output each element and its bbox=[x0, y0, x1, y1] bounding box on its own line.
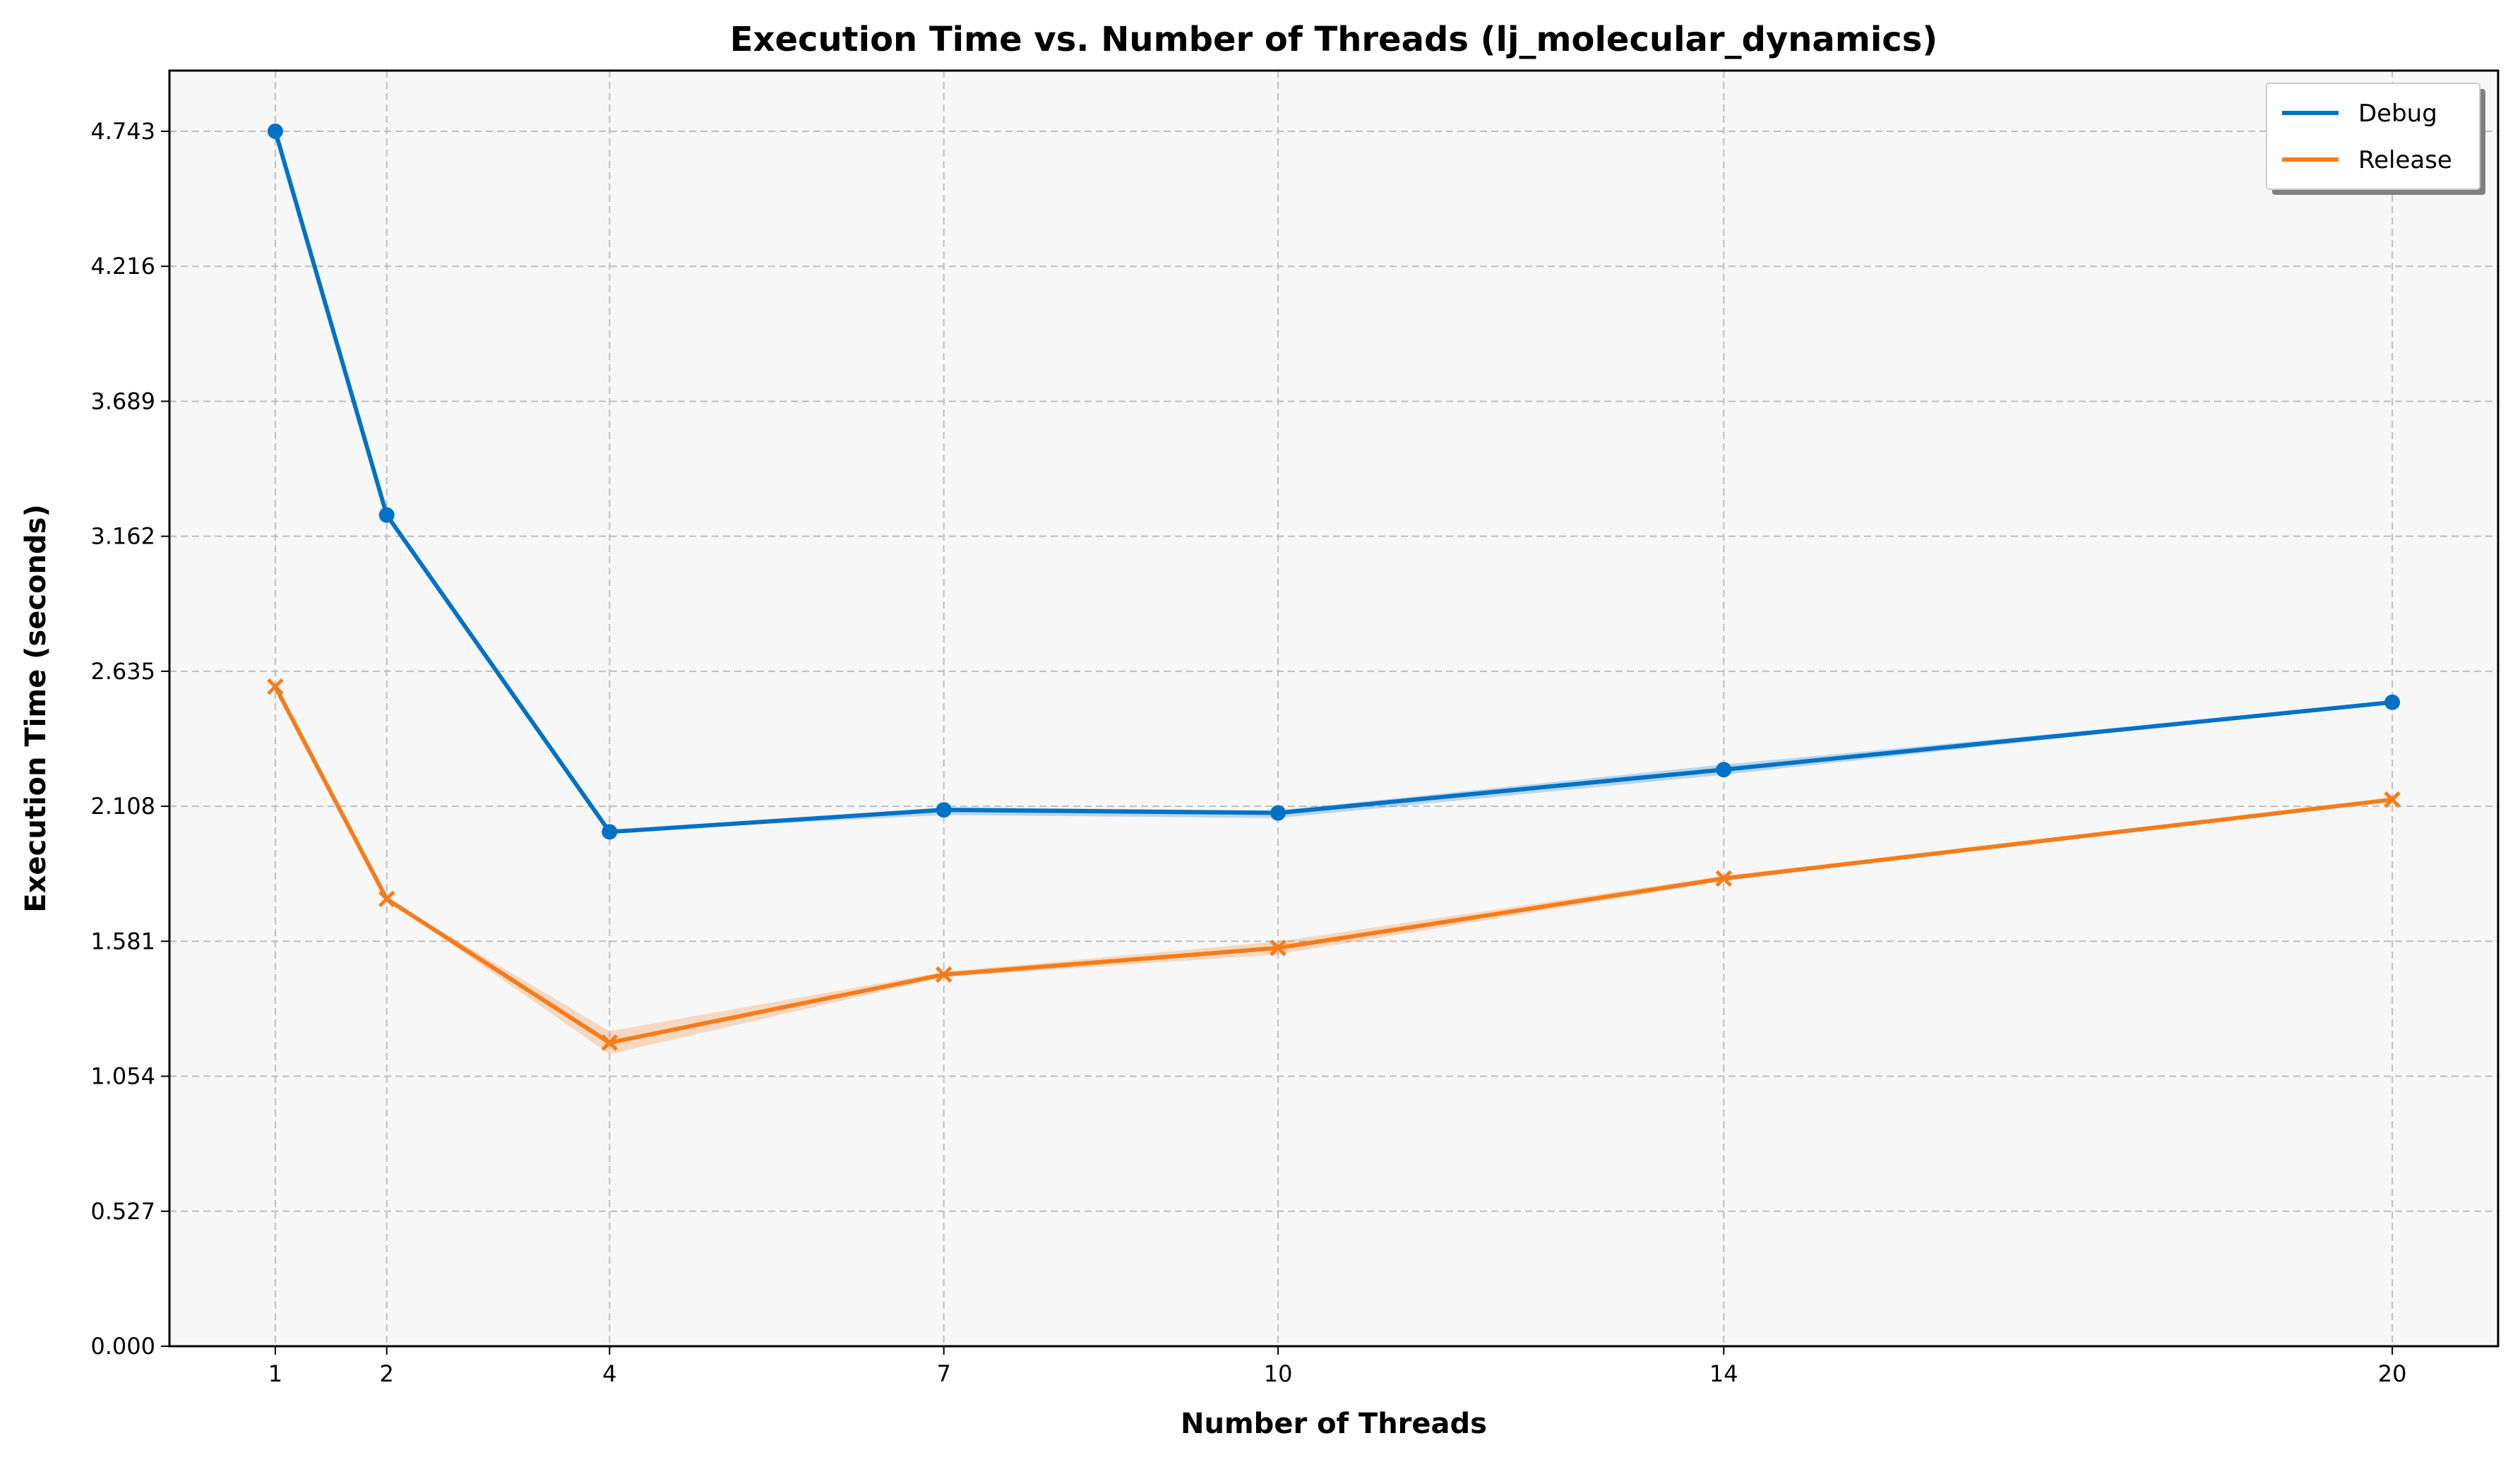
y-tick-label: 2.635 bbox=[90, 658, 155, 685]
y-tick-label: 3.162 bbox=[90, 523, 155, 550]
debug-point bbox=[2384, 694, 2401, 710]
axis-ticks: 1 2 4 7 10 14 20 0.000 0.527 1.054 1.581 2.108 2.635… bbox=[90, 118, 2406, 1387]
x-tick-label: 20 bbox=[2378, 1360, 2407, 1387]
plot-area bbox=[169, 71, 2498, 1346]
release-point bbox=[2384, 791, 2401, 808]
legend-label-release: Release bbox=[2358, 146, 2452, 174]
debug-point bbox=[936, 802, 952, 818]
y-tick-label: 1.054 bbox=[90, 1063, 155, 1090]
x-tick-label: 14 bbox=[1709, 1360, 1738, 1387]
x-tick-label: 1 bbox=[268, 1360, 282, 1387]
y-tick-label: 0.527 bbox=[90, 1198, 155, 1225]
chart-title: Execution Time vs. Number of Threads (lj… bbox=[730, 20, 1938, 59]
release-point bbox=[935, 966, 953, 983]
y-tick-label: 4.743 bbox=[90, 118, 155, 145]
debug-point bbox=[1270, 805, 1286, 821]
release-point bbox=[378, 890, 395, 908]
x-tick-label: 4 bbox=[602, 1360, 616, 1387]
plot-frame bbox=[168, 69, 2500, 1348]
y-axis-title: Execution Time (seconds) bbox=[20, 504, 52, 913]
y-tick-label: 3.689 bbox=[90, 388, 155, 414]
series-markers bbox=[267, 123, 2401, 1051]
legend: Debug Release bbox=[2266, 83, 2485, 195]
release-point bbox=[267, 678, 284, 695]
legend-box bbox=[2266, 83, 2480, 190]
x-tick-label: 10 bbox=[1264, 1360, 1293, 1387]
y-tick-label: 4.216 bbox=[90, 253, 155, 280]
x-axis-title: Number of Threads bbox=[1181, 1408, 1487, 1440]
y-tick-label: 0.000 bbox=[90, 1333, 155, 1360]
y-tick-label: 1.581 bbox=[90, 928, 155, 954]
release-point bbox=[601, 1034, 619, 1051]
debug-point bbox=[1716, 762, 1732, 778]
legend-label-debug: Debug bbox=[2358, 100, 2437, 128]
debug-point bbox=[267, 123, 283, 139]
y-tick-label: 2.108 bbox=[90, 793, 155, 820]
x-tick-label: 2 bbox=[380, 1360, 394, 1387]
x-tick-label: 7 bbox=[937, 1360, 951, 1387]
debug-point bbox=[602, 824, 618, 840]
release-point bbox=[1270, 940, 1286, 957]
release-point bbox=[1715, 870, 1733, 887]
debug-point bbox=[378, 507, 395, 523]
